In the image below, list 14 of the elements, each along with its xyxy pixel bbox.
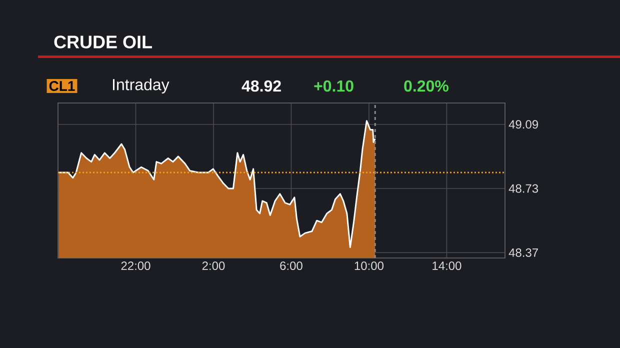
y-tick-label: 48.37 [508,248,538,257]
chart-title: CRUDE OIL [54,36,152,48]
text: 48.92 [242,80,281,92]
y-tick-label: 49.09 [508,120,538,129]
x-tick-label: 22:00 [121,262,150,270]
text: +0.10 [314,80,354,92]
x-tick-label: 6:00 [280,262,302,270]
x-tick-label: 14:00 [432,262,462,270]
y-tick-label: 48.73 [508,184,538,193]
text: Intraday [113,78,170,94]
text: 0.20% [404,80,448,92]
text: CL1 [49,81,75,91]
x-tick-label: 10:00 [354,262,384,270]
x-tick-label: 2:00 [202,262,225,270]
